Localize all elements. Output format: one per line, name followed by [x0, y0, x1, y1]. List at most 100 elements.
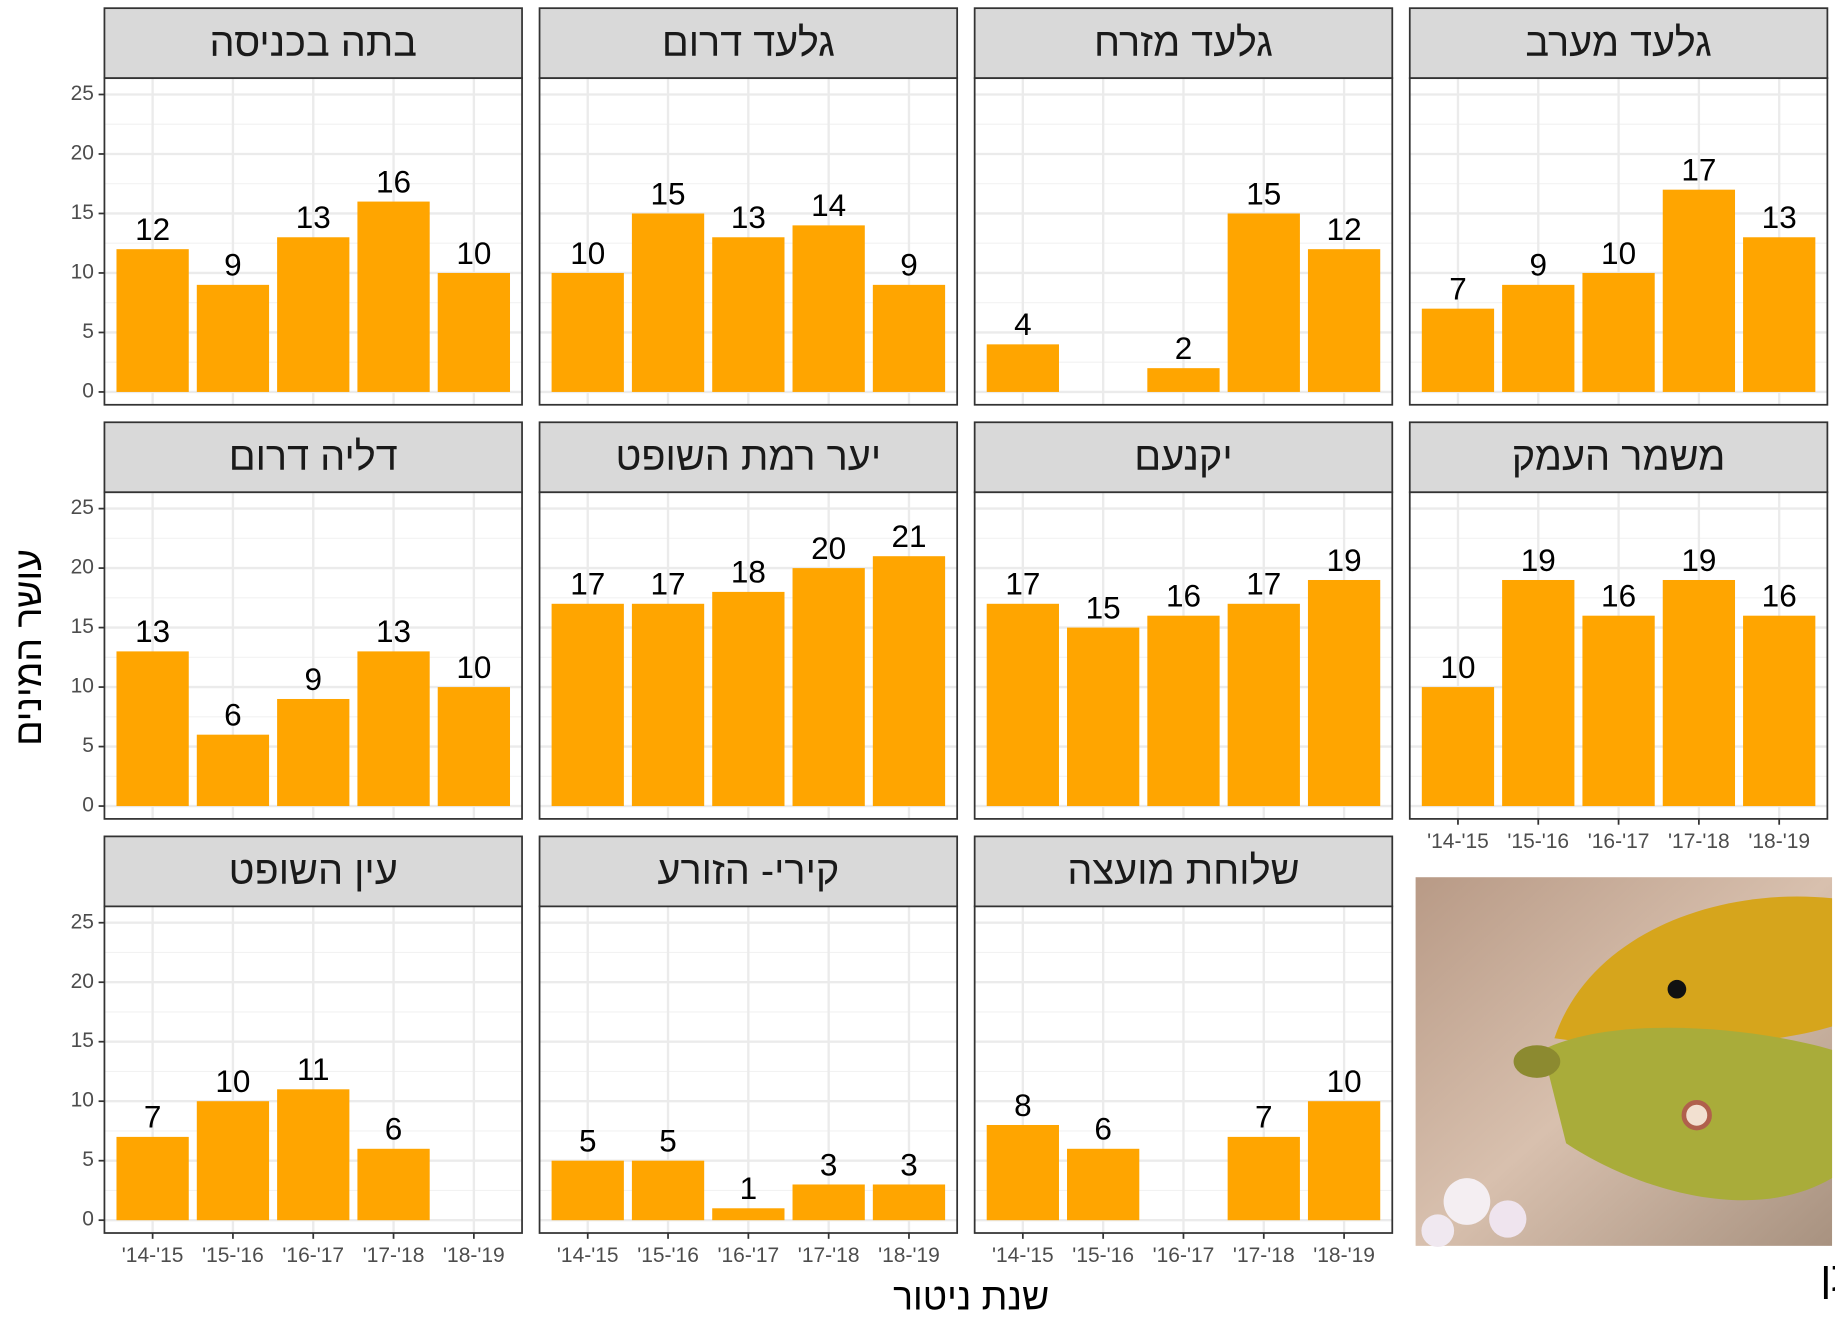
facet-title: בתה בכניסה	[209, 21, 416, 65]
bar	[1227, 1136, 1300, 1221]
bar	[1307, 249, 1381, 392]
bar	[1421, 687, 1495, 807]
bar	[631, 1160, 705, 1221]
value-label: 19	[1681, 542, 1716, 578]
panel-border	[973, 491, 1394, 820]
facet-title: גלעד מערב	[1525, 21, 1711, 65]
value-label: 16	[1762, 578, 1797, 614]
x-tick-label: '14-'15	[122, 1244, 184, 1267]
bar	[712, 1208, 785, 1221]
value-label: 6	[224, 696, 242, 732]
value-label: 5	[579, 1123, 597, 1159]
value-label: 2	[1175, 330, 1193, 366]
x-tick-label: '14-'15	[1427, 830, 1489, 853]
value-label: 13	[1762, 199, 1797, 235]
value-label: 19	[1521, 542, 1556, 578]
bar	[277, 1089, 350, 1221]
value-label: 17	[1246, 566, 1281, 602]
bar	[1662, 579, 1736, 807]
x-tick-label: '18-'19	[443, 1244, 505, 1267]
y-tick-label: 20	[71, 970, 94, 993]
panel-border	[103, 491, 523, 820]
strip	[1408, 7, 1829, 80]
y-tick-label: 0	[82, 379, 94, 402]
photo	[1415, 877, 1833, 1248]
panel-border	[538, 77, 959, 406]
bar	[551, 1160, 624, 1221]
value-label: 9	[900, 247, 918, 283]
facet-title: גלעד מזרח	[1094, 21, 1273, 65]
bar	[712, 237, 785, 392]
strip	[103, 835, 523, 908]
panel-border	[538, 491, 959, 820]
x-tick-label: '14-'15	[992, 1244, 1054, 1267]
y-tick-label: 20	[71, 142, 94, 165]
bar	[1582, 615, 1655, 807]
bar	[277, 237, 350, 392]
bar	[986, 603, 1059, 807]
x-tick-label: '17-'18	[1668, 830, 1730, 853]
panel-border	[973, 77, 1394, 406]
y-tick-label: 5	[82, 320, 94, 343]
x-tick-label: '17-'18	[363, 1244, 425, 1267]
strip	[538, 421, 959, 494]
x-tick-label: '16-'17	[282, 1244, 344, 1267]
bar	[357, 201, 430, 392]
value-label: 15	[651, 175, 686, 211]
y-tick-label: 0	[82, 1208, 94, 1231]
value-label: 12	[1327, 211, 1362, 247]
bar	[116, 249, 189, 392]
bar	[712, 591, 785, 807]
value-label: 9	[304, 661, 322, 697]
value-label: 7	[144, 1099, 162, 1135]
value-label: 12	[135, 211, 170, 247]
bar	[1502, 579, 1575, 807]
bar	[1227, 603, 1300, 807]
y-tick-label: 10	[71, 675, 94, 698]
y-tick-label: 25	[71, 82, 94, 105]
value-label: 6	[385, 1111, 403, 1147]
bar	[1743, 237, 1816, 392]
value-label: 16	[1166, 578, 1201, 614]
value-label: 10	[1601, 235, 1636, 271]
value-label: 8	[1014, 1087, 1032, 1123]
bar	[1421, 308, 1495, 392]
value-label: 1	[740, 1170, 758, 1206]
bar	[551, 272, 624, 392]
value-label: 7	[1255, 1099, 1273, 1135]
value-label: 15	[1086, 589, 1121, 625]
value-label: 16	[376, 163, 411, 199]
bar	[1147, 615, 1220, 807]
value-label: 17	[1681, 151, 1716, 187]
bar	[1307, 1101, 1381, 1221]
value-label: 17	[1005, 566, 1040, 602]
strip	[973, 835, 1394, 908]
bar	[437, 272, 511, 392]
bar	[1067, 1148, 1140, 1221]
strip	[538, 835, 959, 908]
bar	[872, 556, 946, 807]
bar	[986, 1124, 1059, 1221]
x-tick-label: '17-'18	[1233, 1244, 1295, 1267]
panel-border	[1408, 77, 1829, 406]
y-tick-label: 5	[82, 1148, 94, 1171]
x-tick-label: '15-'16	[1507, 830, 1569, 853]
bar	[1662, 189, 1736, 392]
bar	[551, 603, 624, 807]
value-label: 6	[1094, 1111, 1112, 1147]
value-label: 11	[297, 1051, 330, 1087]
x-tick-label: '18-'19	[1313, 1244, 1375, 1267]
bar	[357, 651, 430, 807]
facet-title: גלעד דרום	[662, 21, 835, 65]
bar	[357, 1148, 430, 1221]
value-label: 4	[1014, 306, 1032, 342]
value-label: 10	[456, 235, 491, 271]
x-tick-label: '16-'17	[1588, 830, 1650, 853]
value-label: 21	[891, 518, 926, 554]
y-tick-label: 25	[71, 910, 94, 933]
bar	[196, 284, 270, 392]
bar	[1307, 579, 1381, 807]
panel-border	[103, 77, 523, 406]
bar	[196, 734, 270, 807]
